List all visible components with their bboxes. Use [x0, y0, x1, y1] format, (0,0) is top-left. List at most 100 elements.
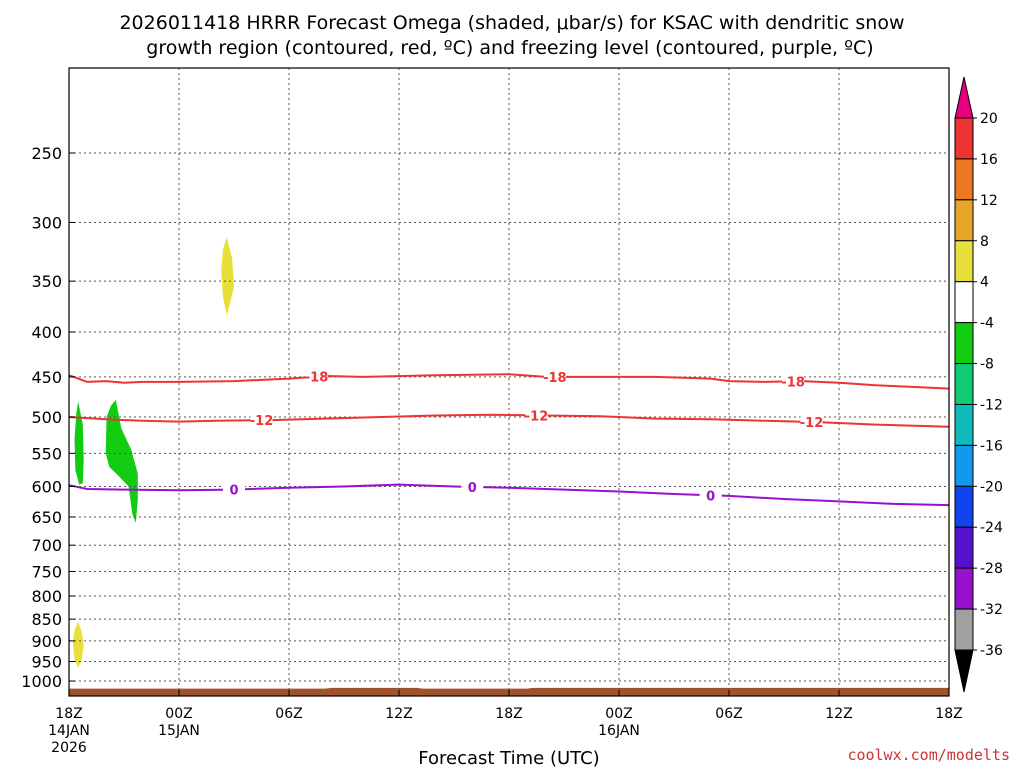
x-tick-label-line: 16JAN: [598, 723, 640, 739]
y-tick-label: 800: [31, 587, 62, 606]
omega-shaded-region: [74, 401, 84, 485]
colorbar-label: -32: [980, 602, 1003, 618]
x-tick-label-line: 00Z: [165, 706, 192, 722]
contour-label-bg: [543, 368, 566, 384]
y-tick-label: 350: [31, 272, 62, 291]
colorbar-label: -12: [980, 397, 1003, 413]
contour-label-bg: [800, 414, 823, 430]
colorbar-swatch: [954, 240, 974, 283]
contour-label: 0: [468, 481, 477, 496]
x-tick-label-line: 12Z: [385, 706, 412, 722]
contour-label-bg: [250, 412, 273, 428]
x-tick-label: 00Z 16JAN: [598, 706, 640, 739]
contour-label-bg: [782, 373, 805, 389]
y-tick-label: 250: [31, 144, 62, 163]
credit-text: coolwx.com/modelts: [847, 746, 1010, 764]
colorbar: 20 16 12 8 4 -4 -8 -12 -16 -20 -24 -28 -32 -36: [954, 76, 1003, 693]
colorbar-swatch: [954, 403, 974, 446]
y-tick-label: 950: [31, 653, 62, 672]
colorbar-swatch: [954, 485, 974, 528]
contour-label: -18: [305, 371, 329, 386]
x-tick-label: 12Z: [385, 706, 412, 722]
colorbar-label: -36: [980, 643, 1003, 659]
x-tick-label: 18Z 14JAN 2026: [48, 706, 90, 756]
contour-label-bg: [461, 478, 484, 494]
contour-line: [68, 373, 950, 390]
y-tick-label: 850: [31, 610, 62, 629]
contour-label: 0: [229, 484, 238, 499]
contour-label-bg: [699, 487, 722, 503]
x-tick-label: 18Z: [935, 706, 962, 722]
colorbar-label: 8: [980, 234, 989, 250]
contour-label-bg: [223, 481, 245, 497]
x-tick-label: 12Z: [825, 706, 852, 722]
colorbar-label: -20: [980, 479, 1003, 495]
colorbar-swatch: [954, 444, 974, 487]
colorbar-swatch: [954, 199, 974, 242]
contour-label: -18: [781, 375, 805, 390]
x-tick-label-line: 15JAN: [158, 723, 200, 739]
colorbar-swatch: [954, 281, 974, 324]
colorbar-label: -16: [980, 438, 1003, 454]
contour-label: -12: [800, 416, 824, 431]
x-tick-label-line: 2026: [51, 740, 87, 756]
colorbar-label: 4: [980, 275, 989, 291]
omega-shaded-region: [221, 237, 234, 316]
contour-label-bg: [305, 368, 328, 384]
x-tick-label-line: 18Z: [495, 706, 522, 722]
x-tick-label-line: 06Z: [715, 706, 742, 722]
omega-shaded-region: [72, 621, 84, 668]
y-tick-label: 1000: [21, 672, 62, 691]
colorbar-swatch: [954, 117, 974, 160]
y-tick-label: 400: [31, 323, 62, 342]
omega-shaded-regions: [72, 237, 234, 668]
y-tick-label: 550: [31, 444, 62, 463]
y-tick-label: 300: [31, 213, 62, 232]
x-tick-label-line: 18Z: [935, 706, 962, 722]
plot-frame: [68, 67, 950, 697]
contour-label: -12: [250, 414, 274, 429]
colorbar-swatch: [954, 363, 974, 405]
colorbar-swatch: [954, 526, 974, 569]
contour-label: -12: [525, 409, 549, 424]
colorbar-swatch: [954, 158, 974, 201]
colorbar-swatch: [954, 567, 974, 610]
y-tick-label: 600: [31, 477, 62, 496]
colorbar-extend-top: [954, 76, 974, 119]
x-tick-label-line: 00Z: [605, 706, 632, 722]
y-tick-label: 650: [31, 508, 62, 527]
x-tick-label-line: 14JAN: [48, 723, 90, 739]
y-tick-label: 750: [31, 562, 62, 581]
colorbar-label: 20: [980, 111, 998, 127]
colorbar-extend-bottom: [954, 649, 974, 693]
x-tick-label: 18Z: [495, 706, 522, 722]
contour-label-bg: [525, 407, 548, 423]
colorbar-swatch: [954, 608, 974, 651]
colorbar-swatch: [954, 322, 974, 365]
chart-title-line2: growth region (contoured, red, ºC) and f…: [146, 37, 873, 59]
colorbar-label: -24: [980, 520, 1003, 536]
x-tick-label: 00Z 15JAN: [158, 706, 200, 739]
contour-label: 0: [706, 489, 715, 504]
y-tick-label: 500: [31, 408, 62, 427]
contour-line: [68, 413, 950, 428]
x-tick-label-line: 06Z: [275, 706, 302, 722]
x-tick-label-line: 12Z: [825, 706, 852, 722]
temperature-contours: -18 -18 -18 -12 -12 -12 0 0 0: [68, 368, 950, 507]
colorbar-label: -28: [980, 561, 1003, 577]
x-axis-label: Forecast Time (UTC): [418, 748, 599, 768]
x-tick-label: 06Z: [275, 706, 302, 722]
grid-lines: [68, 68, 950, 696]
y-axis-ticks: 250 300 350 400 450 500 550 600 650 700 750 800 850 9…: [21, 144, 75, 691]
colorbar-label: 16: [980, 152, 998, 168]
x-tick-label: 06Z: [715, 706, 742, 722]
x-tick-label-line: 18Z: [55, 706, 82, 722]
colorbar-label: 12: [980, 193, 998, 209]
chart-title-line1: 2026011418 HRRR Forecast Omega (shaded, …: [119, 12, 904, 34]
colorbar-label: -4: [980, 316, 994, 332]
y-tick-label: 900: [31, 632, 62, 651]
omega-shaded-region: [105, 399, 138, 523]
y-tick-label: 450: [31, 368, 62, 387]
contour-label: -18: [543, 371, 567, 386]
